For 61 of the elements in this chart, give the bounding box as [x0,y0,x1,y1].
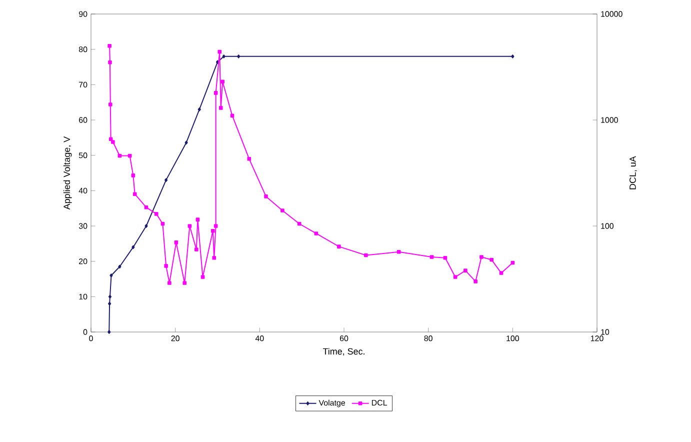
point [230,114,234,118]
point [314,232,318,236]
point [264,194,268,198]
point [160,222,165,226]
point [200,275,205,279]
point [154,212,158,216]
point [464,268,468,272]
point [490,258,494,262]
point [108,102,112,106]
point [144,205,148,210]
point [499,271,504,275]
point [118,264,122,269]
point [182,281,187,285]
point [247,156,252,161]
x-axis-title: Time, Sec. [322,348,364,356]
point [198,108,201,112]
point [297,222,302,226]
point [210,228,215,233]
point [164,178,168,182]
point [188,224,192,228]
point [396,250,401,254]
y-axis-title: Applied Voltage, V [63,136,72,210]
point [280,208,284,212]
point [110,274,113,278]
point [108,137,113,142]
point [196,218,200,222]
point [453,275,458,279]
point [480,255,484,259]
point [474,280,478,284]
point [144,224,148,228]
point [111,140,115,144]
point [443,256,448,260]
point [132,245,135,250]
point [430,255,434,259]
point [194,248,198,252]
point [108,330,111,334]
point [128,154,132,158]
point [132,192,137,196]
point [214,224,218,228]
point [337,244,341,248]
point [237,54,240,58]
point [108,294,112,299]
point [222,54,226,58]
point [164,264,168,268]
point [174,240,178,244]
point [131,174,136,178]
point [220,80,224,84]
point [168,281,172,285]
point [118,154,122,158]
point [218,50,222,54]
point [218,106,223,110]
y2-axis-title: DCL, uA [630,156,637,190]
point [510,260,515,265]
point [214,91,218,95]
point [108,302,112,306]
point [184,140,188,145]
point [511,54,514,58]
point [212,256,216,260]
point [108,44,112,48]
point [108,60,112,64]
point [364,253,368,258]
